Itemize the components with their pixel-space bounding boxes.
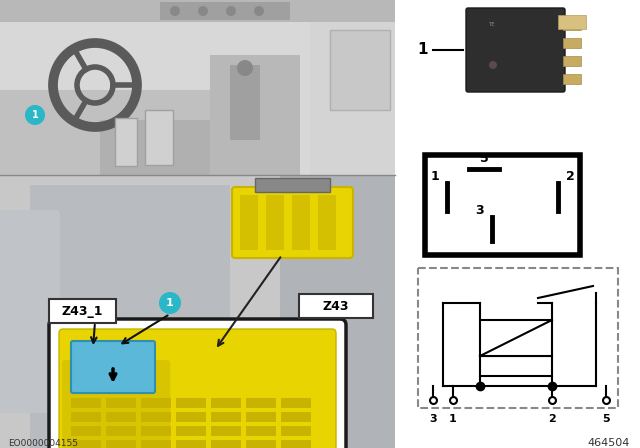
FancyBboxPatch shape bbox=[299, 294, 373, 318]
Bar bbox=[246, 398, 276, 408]
Bar bbox=[563, 38, 581, 48]
Circle shape bbox=[226, 6, 236, 16]
Circle shape bbox=[237, 60, 253, 76]
Bar bbox=[292, 195, 310, 250]
Text: 2: 2 bbox=[548, 414, 556, 424]
Bar bbox=[0, 0, 395, 22]
Bar bbox=[141, 426, 171, 436]
Bar bbox=[480, 356, 552, 376]
Text: Z43: Z43 bbox=[323, 300, 349, 313]
Text: 5: 5 bbox=[479, 152, 488, 165]
Bar bbox=[230, 65, 260, 140]
Bar bbox=[71, 440, 101, 448]
Bar bbox=[330, 30, 390, 110]
Bar bbox=[176, 412, 206, 422]
Bar bbox=[30, 185, 230, 448]
Bar bbox=[418, 268, 618, 408]
Bar bbox=[310, 0, 395, 175]
FancyBboxPatch shape bbox=[49, 319, 346, 448]
Bar bbox=[281, 412, 311, 422]
Bar bbox=[246, 412, 276, 422]
Bar bbox=[246, 440, 276, 448]
Bar bbox=[318, 195, 336, 250]
Text: 2: 2 bbox=[566, 170, 574, 183]
Text: 1: 1 bbox=[417, 43, 428, 57]
Bar bbox=[141, 412, 171, 422]
Bar bbox=[71, 412, 101, 422]
Bar bbox=[280, 175, 395, 448]
Text: EO0000004155: EO0000004155 bbox=[8, 439, 78, 448]
Bar bbox=[176, 440, 206, 448]
Bar bbox=[563, 20, 581, 30]
Bar bbox=[106, 412, 136, 422]
Text: 3: 3 bbox=[476, 204, 484, 217]
Text: TE: TE bbox=[488, 22, 495, 27]
FancyBboxPatch shape bbox=[466, 8, 565, 92]
Bar bbox=[563, 56, 581, 66]
FancyBboxPatch shape bbox=[0, 210, 60, 413]
Bar bbox=[563, 74, 581, 84]
Circle shape bbox=[159, 292, 181, 314]
FancyBboxPatch shape bbox=[49, 299, 116, 323]
Bar bbox=[425, 155, 580, 255]
Bar bbox=[145, 110, 173, 165]
Bar bbox=[160, 2, 290, 20]
Bar bbox=[211, 426, 241, 436]
Bar bbox=[71, 398, 101, 408]
Bar bbox=[106, 398, 136, 408]
Bar bbox=[281, 398, 311, 408]
Bar bbox=[176, 398, 206, 408]
Bar bbox=[255, 178, 330, 192]
Bar bbox=[211, 440, 241, 448]
Bar bbox=[141, 440, 171, 448]
Bar bbox=[71, 426, 101, 436]
Text: 1: 1 bbox=[449, 414, 457, 424]
Bar bbox=[480, 320, 552, 356]
Bar bbox=[211, 412, 241, 422]
Circle shape bbox=[198, 6, 208, 16]
Text: 3: 3 bbox=[429, 414, 437, 424]
Circle shape bbox=[170, 6, 180, 16]
Text: Z43_1: Z43_1 bbox=[61, 305, 103, 318]
Bar bbox=[0, 0, 395, 175]
Bar bbox=[211, 398, 241, 408]
Bar bbox=[106, 440, 136, 448]
Bar bbox=[558, 15, 586, 29]
Text: 5: 5 bbox=[602, 414, 610, 424]
Bar bbox=[0, 175, 395, 448]
Circle shape bbox=[254, 6, 264, 16]
Text: 464504: 464504 bbox=[588, 438, 630, 448]
Bar bbox=[0, 90, 217, 175]
FancyBboxPatch shape bbox=[62, 360, 170, 448]
Bar bbox=[176, 426, 206, 436]
Bar bbox=[100, 120, 250, 175]
Circle shape bbox=[489, 61, 497, 69]
Bar bbox=[240, 195, 258, 250]
FancyBboxPatch shape bbox=[71, 341, 155, 393]
FancyBboxPatch shape bbox=[59, 329, 336, 448]
Bar bbox=[281, 440, 311, 448]
Circle shape bbox=[25, 105, 45, 125]
Bar bbox=[141, 398, 171, 408]
Bar bbox=[115, 118, 137, 166]
Bar bbox=[281, 426, 311, 436]
Bar bbox=[106, 426, 136, 436]
Text: 1: 1 bbox=[166, 298, 174, 308]
FancyBboxPatch shape bbox=[232, 187, 353, 258]
Bar bbox=[266, 195, 284, 250]
Bar bbox=[210, 55, 300, 175]
Text: 1: 1 bbox=[31, 110, 38, 120]
Text: 1: 1 bbox=[431, 170, 440, 183]
Bar bbox=[246, 426, 276, 436]
